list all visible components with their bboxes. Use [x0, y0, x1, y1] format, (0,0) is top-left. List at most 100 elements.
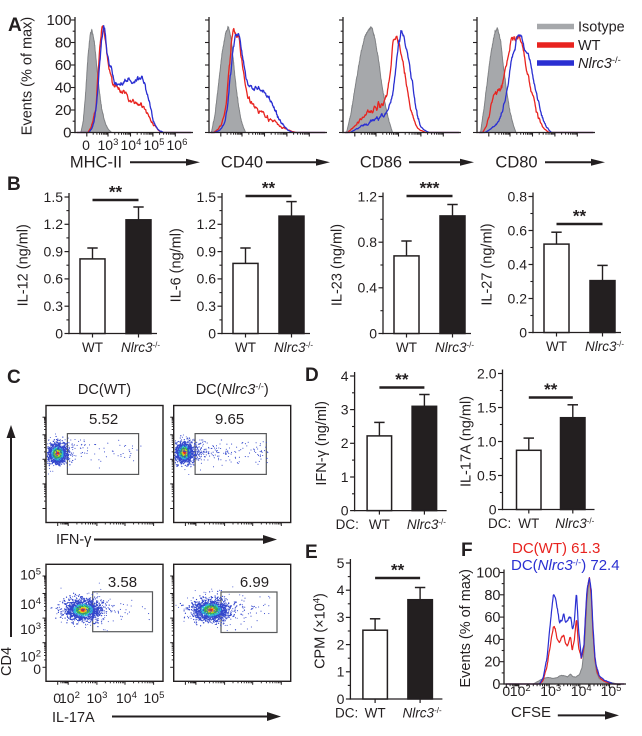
- svg-text:0.9: 0.9: [44, 243, 64, 259]
- svg-text:CPM (×104): CPM (×104): [312, 593, 329, 669]
- svg-text:0: 0: [489, 501, 497, 517]
- svg-text:60: 60: [55, 57, 72, 74]
- svg-text:4: 4: [341, 368, 349, 384]
- svg-text:IL-12 (ng/ml): IL-12 (ng/ml): [15, 224, 31, 306]
- svg-text:DC(Nlrc3-/-) 72.4: DC(Nlrc3-/-) 72.4: [511, 557, 620, 574]
- svg-text:0.6: 0.6: [44, 271, 64, 287]
- svg-text:IL-17A: IL-17A: [52, 710, 95, 726]
- svg-text:1.2: 1.2: [197, 216, 217, 232]
- svg-text:0.4: 0.4: [508, 256, 528, 272]
- svg-text:60: 60: [484, 610, 500, 626]
- svg-text:Nlrc3-/-: Nlrc3-/-: [407, 517, 446, 532]
- svg-text:0: 0: [208, 325, 216, 341]
- svg-text:40: 40: [484, 632, 500, 648]
- svg-text:**: **: [262, 179, 276, 198]
- svg-text:40: 40: [55, 80, 72, 97]
- svg-text:Nlrc3-/-: Nlrc3-/-: [435, 340, 474, 355]
- svg-text:0.2: 0.2: [508, 290, 528, 306]
- svg-text:80: 80: [484, 588, 500, 604]
- svg-text:IL-27 (ng/ml): IL-27 (ng/ml): [480, 223, 496, 305]
- svg-text:2: 2: [341, 435, 349, 451]
- svg-text:1.5: 1.5: [477, 399, 497, 415]
- svg-text:**: **: [109, 183, 123, 202]
- svg-text:100: 100: [476, 566, 500, 582]
- svg-text:1: 1: [341, 469, 349, 485]
- svg-text:WT: WT: [578, 38, 601, 54]
- svg-text:WT: WT: [546, 339, 567, 354]
- svg-text:D: D: [305, 365, 319, 386]
- svg-text:WT: WT: [396, 340, 417, 355]
- svg-text:9.65: 9.65: [215, 411, 244, 428]
- svg-text:WT: WT: [518, 516, 539, 531]
- svg-text:0: 0: [63, 125, 71, 142]
- svg-text:Nlrc3-/-: Nlrc3-/-: [121, 340, 160, 355]
- svg-text:WT: WT: [365, 706, 386, 721]
- svg-text:WT: WT: [82, 340, 103, 355]
- svg-text:MHC-II: MHC-II: [70, 154, 122, 172]
- svg-text:Isotype: Isotype: [578, 20, 625, 36]
- svg-text:DC:: DC:: [335, 706, 358, 721]
- svg-text:0.8: 0.8: [508, 188, 528, 204]
- svg-text:0.5: 0.5: [477, 467, 497, 483]
- svg-text:Nlrc3-/-: Nlrc3-/-: [555, 516, 594, 531]
- svg-text:C: C: [7, 367, 21, 388]
- svg-text:5.52: 5.52: [89, 411, 118, 428]
- svg-text:Events (% of max): Events (% of max): [20, 17, 36, 135]
- svg-text:0: 0: [55, 325, 63, 341]
- svg-text:0: 0: [341, 502, 349, 518]
- svg-text:DC:: DC:: [336, 517, 359, 532]
- svg-text:0: 0: [53, 690, 61, 706]
- svg-text:0: 0: [33, 661, 41, 677]
- svg-text:CFSE: CFSE: [511, 704, 551, 721]
- svg-text:4: 4: [337, 582, 345, 598]
- svg-text:**: **: [573, 207, 587, 226]
- svg-text:3: 3: [337, 609, 345, 625]
- svg-text:DC(WT): DC(WT): [78, 382, 131, 398]
- svg-text:0: 0: [369, 325, 377, 341]
- svg-text:F: F: [461, 540, 473, 561]
- svg-text:1.2: 1.2: [44, 216, 64, 232]
- svg-text:0.9: 0.9: [197, 243, 217, 259]
- svg-text:3: 3: [341, 401, 349, 417]
- svg-text:0.3: 0.3: [197, 298, 217, 314]
- svg-text:0.8: 0.8: [358, 234, 378, 250]
- svg-text:1.2: 1.2: [358, 188, 378, 204]
- svg-text:A: A: [8, 15, 22, 36]
- svg-text:0.4: 0.4: [358, 280, 378, 296]
- svg-text:0.6: 0.6: [508, 222, 528, 238]
- svg-text:0: 0: [492, 677, 500, 693]
- svg-text:1.5: 1.5: [44, 189, 64, 205]
- svg-text:100: 100: [46, 12, 71, 29]
- svg-text:WT: WT: [235, 340, 256, 355]
- svg-text:CD86: CD86: [360, 154, 402, 172]
- svg-text:DC:: DC:: [488, 516, 511, 531]
- svg-text:DC(WT) 61.3: DC(WT) 61.3: [512, 540, 600, 557]
- svg-text:Nlrc3-/-: Nlrc3-/-: [578, 55, 621, 72]
- svg-text:E: E: [305, 542, 318, 563]
- svg-text:CD80: CD80: [495, 154, 537, 172]
- svg-text:0.6: 0.6: [197, 271, 217, 287]
- svg-text:***: ***: [420, 179, 440, 198]
- svg-text:Nlrc3-/-: Nlrc3-/-: [274, 340, 313, 355]
- svg-text:**: **: [391, 561, 405, 580]
- svg-text:20: 20: [484, 655, 500, 671]
- svg-text:1.0: 1.0: [477, 433, 497, 449]
- svg-text:CD4: CD4: [0, 647, 15, 676]
- svg-text:**: **: [544, 380, 558, 399]
- svg-text:DC(Nlrc3-/-): DC(Nlrc3-/-): [196, 382, 269, 399]
- svg-text:IL-17A (ng/ml): IL-17A (ng/ml): [459, 396, 475, 487]
- svg-text:IL-23 (ng/ml): IL-23 (ng/ml): [330, 224, 346, 306]
- svg-text:3.58: 3.58: [108, 574, 137, 591]
- svg-text:0: 0: [519, 324, 527, 340]
- svg-text:1.5: 1.5: [197, 189, 217, 205]
- svg-text:2.0: 2.0: [477, 365, 497, 381]
- svg-text:CD40: CD40: [221, 154, 263, 172]
- svg-text:IFN-γ: IFN-γ: [56, 532, 92, 548]
- svg-text:WT: WT: [369, 517, 390, 532]
- svg-text:Nlrc3-/-: Nlrc3-/-: [403, 706, 442, 721]
- svg-text:5: 5: [337, 555, 345, 571]
- svg-text:IL-6 (ng/ml): IL-6 (ng/ml): [168, 228, 184, 302]
- svg-text:20: 20: [55, 102, 72, 119]
- svg-text:**: **: [395, 370, 409, 389]
- svg-text:Nlrc3-/-: Nlrc3-/-: [585, 339, 624, 354]
